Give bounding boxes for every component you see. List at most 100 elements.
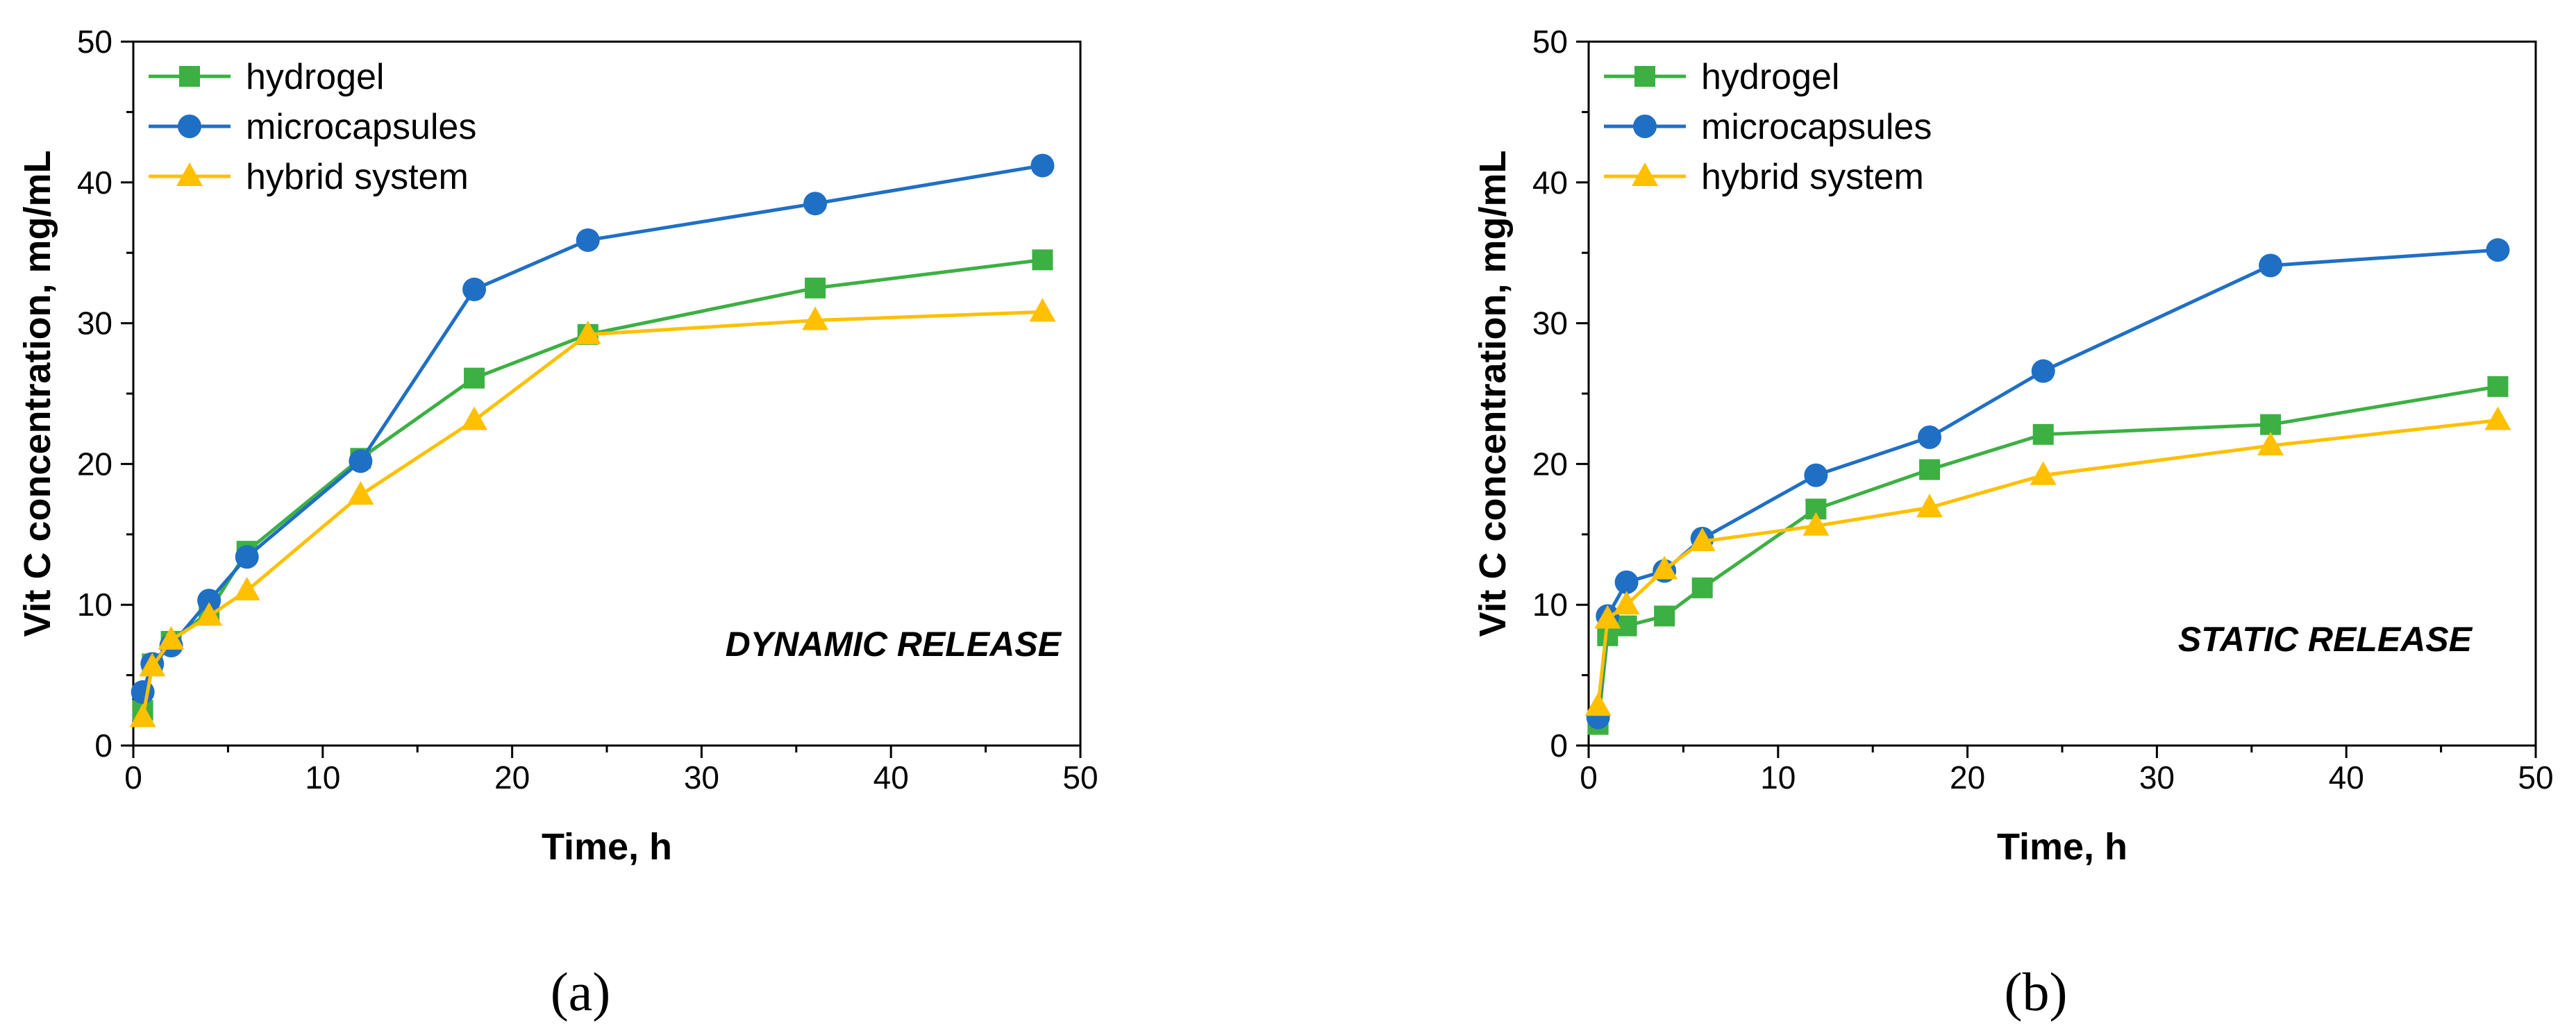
x-axis-title: Time, h [542,826,672,868]
y-tick-label: 30 [77,305,112,342]
legend-marker [1634,66,1655,87]
data-point [129,703,156,727]
legend-marker [1633,115,1657,138]
legend-label: hydrogel [1701,57,1839,97]
data-point [2260,414,2282,435]
legend-label: hydrogel [246,57,384,97]
data-point [2486,238,2510,262]
y-tick-label: 0 [1550,727,1568,764]
x-tick-label: 40 [2329,759,2364,796]
data-point [196,602,223,626]
legend-marker [178,115,201,138]
legend-marker [176,162,203,186]
data-point [802,306,829,330]
data-point [1032,249,1053,271]
data-point [1029,298,1056,322]
data-point [2259,253,2283,278]
legend-label: microcapsules [246,107,476,147]
data-point [1916,494,1943,518]
data-point [1614,570,1639,594]
legend: hydrogel microcapsules hybrid system [149,57,476,197]
data-point [1030,153,1055,178]
data-point [1689,527,1716,551]
y-tick-label: 40 [77,165,112,201]
y-tick-label: 0 [94,727,112,764]
legend: hydrogel microcapsules hybrid system [1604,57,1932,197]
legend-label: hybrid system [1701,157,1924,197]
panel-label: (b) [2005,961,2068,1022]
x-tick-label: 20 [1950,759,1985,796]
data-point [1691,577,1713,598]
series-microcapsules [131,153,1055,704]
data-point [1616,615,1637,637]
series-hydrogel [1587,376,2509,735]
x-tick-label: 10 [1760,759,1796,796]
data-point [2032,423,2054,445]
data-point [461,406,488,430]
data-point [462,277,487,301]
x-tick-label: 40 [873,759,909,796]
data-point [347,481,374,505]
x-tick-label: 30 [2139,759,2175,796]
data-point [803,192,828,216]
legend-label: hybrid system [246,157,469,197]
data-point [197,589,221,613]
data-point [2487,376,2509,397]
data-point [2484,406,2511,430]
x-axis-title: Time, h [1997,826,2127,868]
y-tick-label: 20 [1532,446,1568,482]
release-annotation: STATIC RELEASE [2178,620,2473,659]
series-hybrid-system [1584,406,2511,716]
chart-panel-b: 0 10 20 30 40 50 0 10 20 30 40 50 Time, h Vit C conce… [1472,24,2554,1022]
y-tick-label: 10 [77,587,112,623]
data-point [131,680,155,704]
legend-label: microcapsules [1701,107,1932,147]
y-tick-label: 50 [1532,24,1568,60]
series-line [1596,248,2498,718]
series-hybrid-system [129,298,1056,727]
data-point [139,653,166,677]
series-line [1596,419,2498,707]
y-axis-title: Vit C concentration, mg/mL [1472,150,1514,637]
x-tick-label: 50 [2518,759,2553,796]
x-tick-label: 30 [684,759,719,796]
data-point [1594,605,1621,629]
data-point [574,320,601,344]
legend-marker [179,66,200,87]
data-point [1584,692,1612,716]
x-tick-label: 0 [1580,759,1598,796]
data-point [1613,591,1640,615]
data-point [235,545,259,569]
data-point [805,277,826,298]
release-annotation: DYNAMIC RELEASE [726,625,1062,664]
panel-label: (a) [551,961,611,1022]
chart-panel-a: 0 10 20 30 40 50 0 10 20 30 40 50 Time, h Vit C conce… [17,24,1098,1022]
x-tick-label: 50 [1062,759,1098,796]
x-tick-label: 0 [124,759,142,796]
data-point [1654,605,1675,627]
y-tick-label: 50 [77,24,112,60]
data-point [1804,463,1828,487]
y-tick-label: 10 [1532,587,1568,623]
y-tick-label: 40 [1532,165,1568,201]
data-point [1803,512,1830,536]
y-tick-label: 20 [77,446,112,482]
data-point [2031,359,2055,383]
data-point [1919,459,1941,480]
data-point [576,228,600,252]
legend-marker [1632,162,1658,186]
data-point [1918,425,1942,449]
data-point [1651,555,1678,580]
data-point [464,367,485,389]
y-tick-label: 30 [1532,305,1568,342]
y-axis-title: Vit C concentration, mg/mL [17,150,58,637]
data-point [2030,461,2057,485]
x-tick-label: 20 [494,759,530,796]
data-point [233,576,260,600]
data-point [158,625,185,650]
data-point [349,449,373,473]
x-tick-label: 10 [305,759,340,796]
series-line [141,310,1043,718]
data-point [2257,432,2284,456]
